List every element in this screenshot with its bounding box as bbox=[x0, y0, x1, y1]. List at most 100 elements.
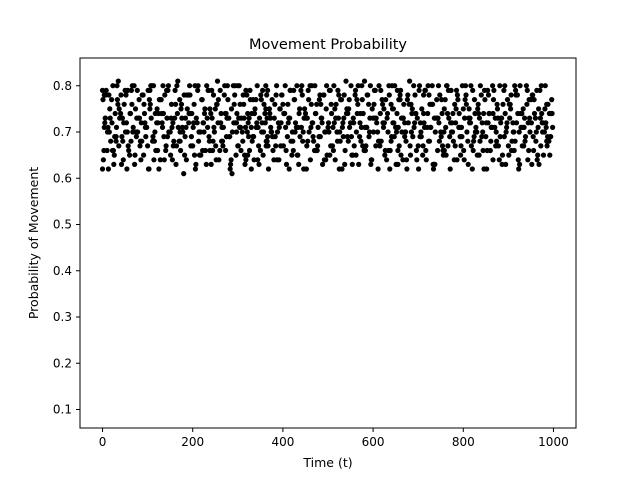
data-point bbox=[118, 92, 124, 98]
data-point bbox=[465, 161, 471, 167]
data-point bbox=[307, 157, 313, 163]
data-point bbox=[481, 110, 487, 117]
data-point bbox=[401, 101, 407, 107]
data-point bbox=[229, 129, 235, 135]
data-point bbox=[409, 106, 415, 112]
data-point bbox=[289, 152, 295, 158]
data-point bbox=[147, 106, 153, 112]
data-point bbox=[315, 124, 321, 130]
data-point bbox=[378, 87, 384, 93]
data-point bbox=[498, 120, 504, 126]
y-tick-label: 0.7 bbox=[53, 125, 72, 139]
data-point bbox=[261, 101, 267, 107]
data-point bbox=[147, 101, 153, 107]
data-point bbox=[168, 152, 174, 158]
data-point bbox=[317, 134, 323, 140]
data-point bbox=[129, 83, 135, 89]
data-point bbox=[508, 106, 514, 112]
data-point bbox=[458, 152, 464, 158]
data-point bbox=[153, 147, 159, 154]
data-point bbox=[138, 157, 144, 163]
data-point bbox=[297, 106, 303, 112]
data-point bbox=[516, 166, 522, 172]
data-point bbox=[283, 124, 289, 130]
data-point bbox=[352, 92, 358, 98]
data-point bbox=[384, 115, 390, 121]
data-point bbox=[479, 134, 485, 140]
data-point bbox=[286, 166, 292, 172]
data-point bbox=[249, 138, 255, 144]
data-point bbox=[146, 97, 152, 103]
data-point bbox=[286, 115, 292, 121]
data-point bbox=[121, 101, 127, 107]
data-point bbox=[146, 166, 152, 172]
data-point bbox=[190, 124, 196, 130]
data-point bbox=[459, 83, 465, 89]
data-point bbox=[499, 161, 505, 167]
y-tick-label: 0.6 bbox=[53, 171, 72, 185]
data-point bbox=[341, 92, 347, 98]
data-point bbox=[435, 83, 442, 89]
data-point bbox=[234, 110, 240, 117]
data-point bbox=[316, 97, 322, 103]
data-point bbox=[427, 101, 433, 107]
data-point bbox=[366, 101, 372, 107]
data-point bbox=[544, 138, 550, 144]
data-point bbox=[207, 106, 213, 112]
data-point bbox=[387, 166, 393, 172]
data-point bbox=[302, 110, 309, 117]
data-point bbox=[128, 138, 134, 144]
data-point bbox=[370, 129, 377, 135]
data-point bbox=[276, 157, 282, 163]
data-point bbox=[326, 87, 332, 93]
data-point bbox=[536, 161, 542, 167]
data-point bbox=[173, 161, 179, 167]
data-point bbox=[174, 83, 180, 89]
data-point bbox=[346, 106, 352, 112]
y-axis-label: Probability of Movement bbox=[26, 167, 41, 319]
data-point bbox=[473, 124, 479, 130]
data-point bbox=[534, 87, 540, 93]
data-point bbox=[102, 120, 108, 126]
data-point bbox=[188, 143, 194, 149]
data-point bbox=[527, 115, 533, 121]
data-point bbox=[353, 129, 359, 135]
data-point bbox=[404, 166, 410, 172]
data-point bbox=[186, 120, 192, 126]
data-point bbox=[504, 120, 510, 126]
data-point bbox=[470, 87, 476, 93]
data-point bbox=[467, 120, 474, 126]
data-point bbox=[510, 120, 516, 126]
y-tick-label: 0.5 bbox=[53, 218, 72, 232]
data-point bbox=[217, 87, 223, 93]
data-point bbox=[394, 110, 400, 117]
data-point bbox=[463, 101, 469, 107]
data-point bbox=[380, 124, 387, 130]
data-point bbox=[302, 106, 308, 112]
data-point bbox=[515, 157, 521, 163]
data-point bbox=[263, 143, 269, 149]
data-point bbox=[415, 143, 421, 149]
data-point bbox=[112, 134, 118, 140]
data-point bbox=[388, 101, 394, 107]
data-point bbox=[388, 138, 394, 144]
data-point bbox=[549, 97, 555, 103]
data-point bbox=[468, 143, 474, 149]
data-point bbox=[356, 161, 362, 167]
data-point bbox=[474, 152, 480, 158]
data-point bbox=[323, 106, 329, 112]
data-point bbox=[136, 97, 142, 103]
data-point bbox=[351, 143, 357, 149]
data-point bbox=[294, 83, 300, 89]
data-point bbox=[228, 161, 234, 167]
data-point bbox=[214, 101, 220, 107]
data-point bbox=[224, 115, 230, 121]
data-point bbox=[380, 120, 386, 126]
data-point bbox=[123, 120, 129, 126]
data-point bbox=[150, 134, 156, 140]
data-point bbox=[319, 115, 325, 121]
data-point bbox=[320, 161, 326, 167]
data-point bbox=[421, 124, 428, 130]
data-point bbox=[215, 120, 221, 126]
data-point bbox=[107, 115, 113, 121]
